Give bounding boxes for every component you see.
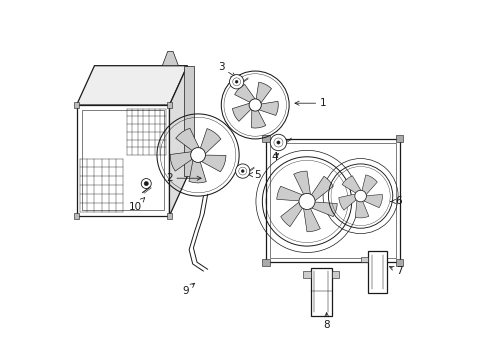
Polygon shape xyxy=(166,213,172,219)
Text: 7: 7 xyxy=(388,266,403,276)
Circle shape xyxy=(190,148,205,162)
Polygon shape xyxy=(360,257,367,262)
Polygon shape xyxy=(338,194,355,210)
Circle shape xyxy=(276,141,280,144)
Polygon shape xyxy=(77,66,187,105)
Polygon shape xyxy=(200,129,221,154)
Polygon shape xyxy=(265,139,399,262)
Circle shape xyxy=(235,164,249,178)
Polygon shape xyxy=(259,101,278,116)
Polygon shape xyxy=(262,135,269,143)
Polygon shape xyxy=(303,271,310,278)
Circle shape xyxy=(235,80,238,83)
Text: 5: 5 xyxy=(248,170,260,180)
Text: 2: 2 xyxy=(166,173,201,183)
Polygon shape xyxy=(367,251,386,293)
Polygon shape xyxy=(276,186,302,201)
Polygon shape xyxy=(169,66,187,216)
Text: 6: 6 xyxy=(390,197,401,206)
Polygon shape xyxy=(341,176,360,193)
Circle shape xyxy=(144,181,148,186)
Polygon shape xyxy=(251,110,265,128)
Circle shape xyxy=(241,170,244,172)
Polygon shape xyxy=(183,66,194,176)
Circle shape xyxy=(270,134,286,151)
Polygon shape xyxy=(331,271,339,278)
Circle shape xyxy=(298,193,314,210)
Polygon shape xyxy=(175,128,199,150)
Polygon shape xyxy=(303,209,320,232)
Polygon shape xyxy=(162,51,178,66)
Polygon shape xyxy=(310,267,331,316)
Polygon shape xyxy=(201,155,225,172)
Polygon shape xyxy=(170,152,192,171)
Polygon shape xyxy=(256,82,271,103)
Polygon shape xyxy=(74,102,80,108)
Polygon shape xyxy=(355,201,368,218)
Polygon shape xyxy=(311,202,337,217)
Polygon shape xyxy=(361,175,377,194)
Polygon shape xyxy=(311,176,333,201)
Circle shape xyxy=(354,190,366,202)
Polygon shape xyxy=(262,258,269,266)
Polygon shape xyxy=(77,105,169,216)
Text: 1: 1 xyxy=(294,98,325,108)
Text: 3: 3 xyxy=(218,63,235,77)
Text: 4: 4 xyxy=(271,152,278,162)
Text: 10: 10 xyxy=(129,198,144,212)
Text: 9: 9 xyxy=(182,283,194,296)
Polygon shape xyxy=(74,213,80,219)
Circle shape xyxy=(248,99,261,111)
Polygon shape xyxy=(363,194,382,208)
Polygon shape xyxy=(232,103,250,121)
Polygon shape xyxy=(234,85,254,102)
Polygon shape xyxy=(293,171,310,194)
Polygon shape xyxy=(280,202,302,226)
Polygon shape xyxy=(166,102,172,108)
Polygon shape xyxy=(188,160,206,183)
Circle shape xyxy=(229,75,244,89)
Text: 8: 8 xyxy=(323,312,329,330)
Polygon shape xyxy=(395,258,403,266)
Polygon shape xyxy=(395,135,403,143)
